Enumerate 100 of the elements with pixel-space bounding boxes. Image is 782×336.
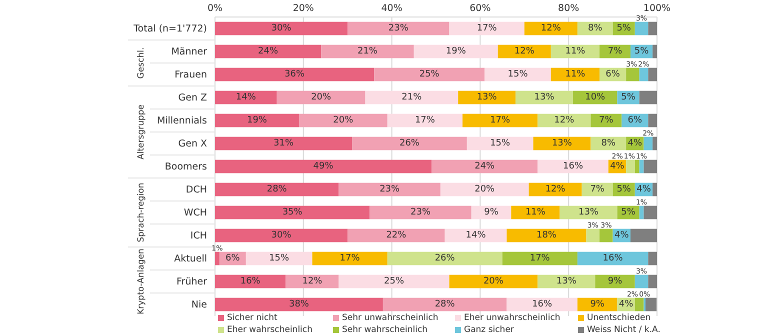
data-label: 4% — [610, 162, 625, 172]
bar — [215, 44, 322, 58]
data-label: 11% — [565, 46, 586, 56]
y-tick-label: ICH — [190, 230, 207, 242]
data-label: 11% — [525, 208, 546, 218]
bar — [652, 136, 657, 150]
data-label: 5% — [634, 46, 650, 56]
bar — [338, 182, 440, 196]
data-label: 16% — [563, 162, 584, 172]
legend-label: Ganz sicher — [464, 325, 514, 335]
data-label: 24% — [474, 162, 496, 172]
x-tick-label: 20% — [292, 3, 314, 14]
bar — [634, 298, 644, 312]
data-label: 19% — [246, 116, 268, 126]
data-label: 30% — [271, 230, 292, 240]
bar — [215, 22, 348, 36]
bar — [246, 252, 312, 266]
data-label: 20% — [483, 276, 504, 286]
text: Geschl. — [136, 47, 146, 79]
bar — [215, 114, 299, 128]
bar — [644, 206, 657, 220]
bar — [215, 90, 277, 104]
bar — [374, 68, 485, 82]
bar — [387, 114, 463, 128]
data-label: 9% — [590, 300, 605, 310]
data-label: 17% — [414, 116, 436, 126]
y-tick-label: Total (n=1'772) — [132, 24, 207, 35]
bar — [462, 114, 538, 128]
data-label: 22% — [386, 230, 407, 240]
data-label: 12% — [514, 46, 535, 56]
data-label: 4% — [636, 184, 652, 194]
data-label: 28% — [266, 184, 288, 194]
data-label: 15% — [490, 138, 511, 148]
data-label: 20% — [311, 92, 332, 102]
data-label: 4% — [628, 138, 642, 148]
data-label: 5% — [616, 184, 632, 194]
data-label: 26% — [399, 138, 420, 148]
data-label: 30% — [271, 24, 292, 34]
bar — [646, 298, 657, 312]
data-label: 21% — [402, 92, 422, 102]
data-label: 15% — [269, 254, 290, 264]
bar — [215, 160, 432, 174]
data-label: 8% — [588, 24, 603, 34]
bar — [634, 160, 640, 174]
data-label: 13% — [578, 208, 599, 218]
bar — [215, 68, 374, 82]
data-label: 17% — [490, 116, 511, 126]
bar — [639, 68, 648, 82]
data-label: 6% — [628, 116, 642, 126]
y-tick-label: WCH — [184, 208, 207, 219]
bar — [215, 252, 220, 266]
data-label: 10% — [585, 92, 606, 102]
bar — [449, 22, 524, 36]
bar — [215, 136, 352, 150]
data-label: 28% — [434, 300, 456, 310]
bar — [639, 90, 657, 104]
bar — [276, 90, 366, 104]
data-label: 6% — [606, 70, 620, 80]
text: Altersgruppe — [136, 104, 146, 160]
data-label: 5% — [621, 92, 636, 102]
y-tick-label: Früher — [176, 276, 208, 288]
y-tick-label: DCH — [186, 184, 207, 196]
x-tick-label: 0% — [207, 3, 223, 14]
data-label: 13% — [552, 138, 572, 148]
bar — [586, 228, 600, 242]
bar — [370, 206, 472, 220]
legend-label: Weiss Nicht / k.A. — [587, 325, 660, 335]
bar — [414, 44, 498, 58]
bar — [506, 228, 586, 242]
bar — [348, 228, 445, 242]
bar — [352, 136, 467, 150]
bar — [648, 274, 657, 288]
data-label: 13% — [476, 92, 498, 102]
x-tick-label: 80% — [558, 3, 580, 14]
legend-label: Sehr wahrscheinlich — [342, 325, 428, 335]
data-label: 5% — [621, 208, 636, 218]
bar — [215, 228, 348, 242]
data-label: 7% — [590, 184, 605, 194]
text: Sprach-region — [136, 182, 146, 242]
bar — [506, 298, 578, 312]
data-label: 15% — [508, 70, 528, 80]
bar — [634, 22, 648, 36]
x-tick-label: 100% — [643, 3, 671, 14]
bar — [215, 274, 286, 288]
data-label: 17% — [340, 254, 360, 264]
bar — [648, 68, 657, 82]
data-label: 8% — [601, 138, 616, 148]
bar — [387, 252, 502, 266]
data-label: 4% — [618, 300, 634, 310]
data-label: 17% — [530, 254, 550, 264]
data-label: 12% — [540, 24, 562, 34]
data-label: 17% — [476, 24, 498, 34]
data-label: 18% — [536, 230, 557, 240]
data-label: 16% — [240, 276, 261, 286]
bar — [648, 22, 657, 36]
bar — [321, 44, 414, 58]
data-label: 26% — [434, 254, 456, 264]
bar — [577, 252, 648, 266]
bar — [466, 136, 534, 150]
bar — [630, 228, 657, 242]
